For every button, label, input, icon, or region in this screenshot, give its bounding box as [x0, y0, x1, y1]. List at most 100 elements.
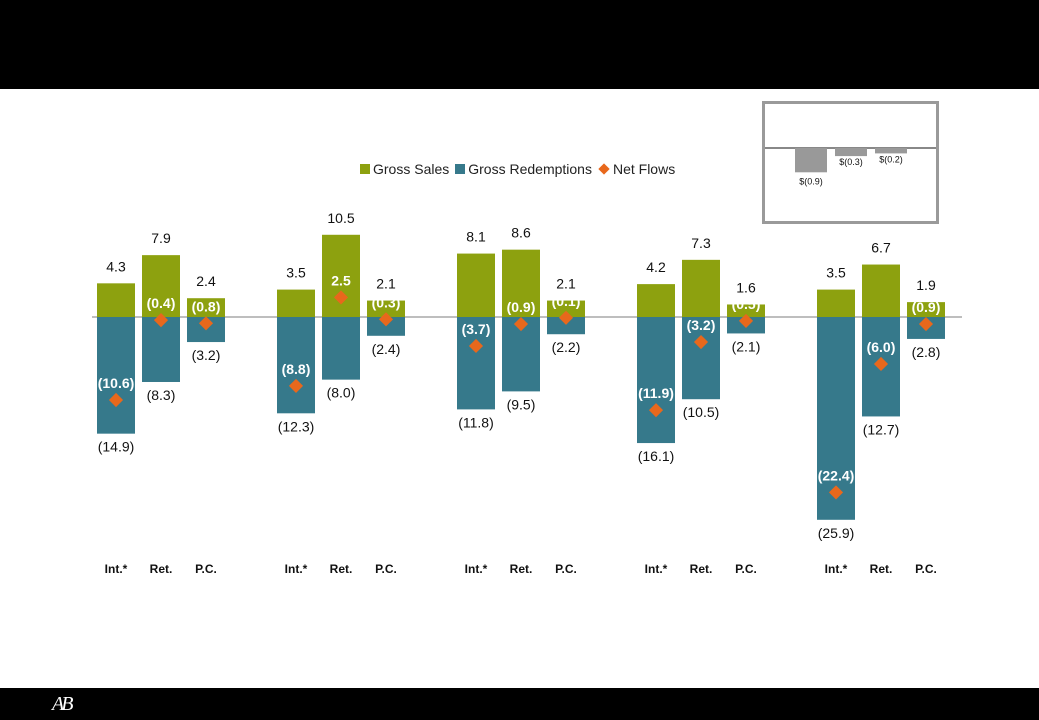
gross-redemptions-bar — [97, 317, 135, 434]
inset-bar — [835, 148, 867, 157]
legend-item-gross-sales: Gross Sales — [360, 161, 449, 177]
gross-sales-bar — [502, 249, 540, 317]
gross-redemptions-bar — [637, 317, 675, 444]
gross-sales-bar — [457, 253, 495, 317]
gross-sales-label: 1.6 — [736, 279, 756, 295]
net-flows-marker — [513, 316, 529, 332]
net-flows-label: (0.8) — [192, 298, 221, 314]
category-label: P.C. — [195, 562, 217, 576]
gross-redemptions-label: (2.4) — [372, 341, 401, 357]
net-flows-marker — [693, 334, 709, 350]
legend-swatch-gross-redemptions — [455, 164, 466, 174]
legend-swatch-gross-sales — [360, 164, 370, 174]
gross-redemptions-label: (8.0) — [327, 385, 356, 401]
category-label: P.C. — [375, 562, 397, 576]
gross-redemptions-bar — [322, 317, 360, 380]
gross-redemptions-bar — [142, 317, 180, 382]
net-flows-marker — [918, 316, 934, 332]
gross-redemptions-bar — [547, 317, 585, 335]
gross-redemptions-label: (11.8) — [458, 414, 494, 430]
category-label: Ret. — [870, 562, 893, 576]
net-flows-marker — [828, 485, 844, 500]
inset-bar — [875, 148, 907, 154]
category-label: Int.* — [465, 562, 488, 576]
net-flows-label: (0.9) — [912, 299, 941, 315]
gross-sales-label: 3.5 — [826, 265, 846, 281]
gross-redemptions-label: (14.9) — [98, 439, 135, 455]
category-label: P.C. — [915, 562, 937, 576]
category-label: P.C. — [735, 562, 757, 576]
gross-sales-label: 2.1 — [376, 276, 396, 292]
gross-redemptions-bar — [682, 317, 720, 400]
gross-sales-label: 7.3 — [691, 235, 711, 251]
gross-redemptions-label: (9.5) — [507, 396, 536, 412]
net-flows-marker — [558, 310, 574, 325]
gross-redemptions-bar — [457, 317, 495, 410]
gross-sales-bar — [367, 300, 405, 317]
gross-sales-label: 2.4 — [196, 273, 216, 289]
gross-sales-bar — [277, 289, 315, 317]
net-flows-label: 2.5 — [331, 272, 351, 288]
net-flows-marker — [873, 356, 889, 372]
category-label: Int.* — [285, 562, 308, 576]
gross-sales-label: 7.9 — [151, 230, 171, 246]
gross-redemptions-label: (3.2) — [192, 347, 221, 363]
net-flows-label: (0.9) — [507, 299, 536, 315]
net-flows-marker — [108, 392, 124, 408]
net-flows-marker — [648, 403, 664, 418]
gross-sales-label: 4.3 — [106, 258, 126, 274]
gross-redemptions-label: (2.8) — [912, 344, 941, 360]
legend-label-net-flows: Net Flows — [612, 161, 676, 177]
gross-sales-bar — [187, 298, 225, 317]
net-flows-marker — [333, 290, 349, 305]
net-flows-label: (0.4) — [147, 295, 176, 311]
gross-sales-bar — [547, 300, 585, 317]
net-flows-marker — [153, 313, 169, 328]
inset-chart-box: $(0.9) $(0.3) $(0.2) — [762, 101, 939, 224]
gross-redemptions-bar — [277, 317, 315, 414]
gross-sales-bar — [862, 264, 900, 317]
category-label: Ret. — [330, 562, 353, 576]
inset-bar — [795, 148, 827, 173]
category-label: Int.* — [645, 562, 668, 576]
gross-redemptions-label: (10.5) — [683, 404, 720, 420]
gross-redemptions-label: (2.1) — [732, 338, 761, 354]
net-flows-label: (10.6) — [98, 375, 135, 391]
gross-sales-label: 2.1 — [556, 276, 576, 292]
gross-redemptions-label: (2.2) — [552, 339, 581, 355]
gross-redemptions-label: (12.7) — [863, 421, 900, 437]
net-flows-label: (0.1) — [552, 293, 581, 309]
inset-bar-chart: $(0.9) $(0.3) $(0.2) — [765, 147, 936, 186]
gross-sales-bar — [727, 304, 765, 317]
gross-sales-label: 8.6 — [511, 225, 531, 241]
category-label: Ret. — [690, 562, 713, 576]
category-label: Int.* — [825, 562, 848, 576]
gross-sales-label: 1.9 — [916, 277, 936, 293]
net-flows-label: (11.9) — [638, 385, 674, 401]
gross-sales-bar — [637, 284, 675, 317]
legend-label-gross-sales: Gross Sales — [373, 161, 450, 177]
gross-redemptions-label: (16.1) — [638, 448, 675, 464]
gross-sales-bar — [142, 255, 180, 317]
net-flows-marker — [288, 378, 304, 393]
gross-redemptions-label: (25.9) — [818, 525, 855, 541]
net-flows-label: (6.0) — [867, 339, 896, 355]
gross-redemptions-label: (12.3) — [278, 418, 315, 434]
category-label: Ret. — [510, 562, 533, 576]
gross-sales-bar — [907, 302, 945, 317]
ab-logo: AB — [52, 693, 74, 715]
gross-sales-bar — [817, 289, 855, 317]
bottom-banner — [0, 688, 1039, 720]
legend-item-gross-redemptions: Gross Redemptions — [455, 161, 592, 177]
category-label: Int.* — [105, 562, 128, 576]
top-banner — [0, 0, 1039, 89]
net-flows-marker — [468, 338, 484, 354]
gross-sales-bar — [97, 283, 135, 317]
category-label: P.C. — [555, 562, 577, 576]
gross-sales-label: 8.1 — [466, 229, 486, 245]
gross-sales-label: 6.7 — [871, 240, 891, 256]
gross-sales-label: 10.5 — [327, 210, 354, 226]
net-flows-label: (22.4) — [818, 467, 855, 483]
legend-label-gross-redemptions: Gross Redemptions — [468, 161, 592, 177]
